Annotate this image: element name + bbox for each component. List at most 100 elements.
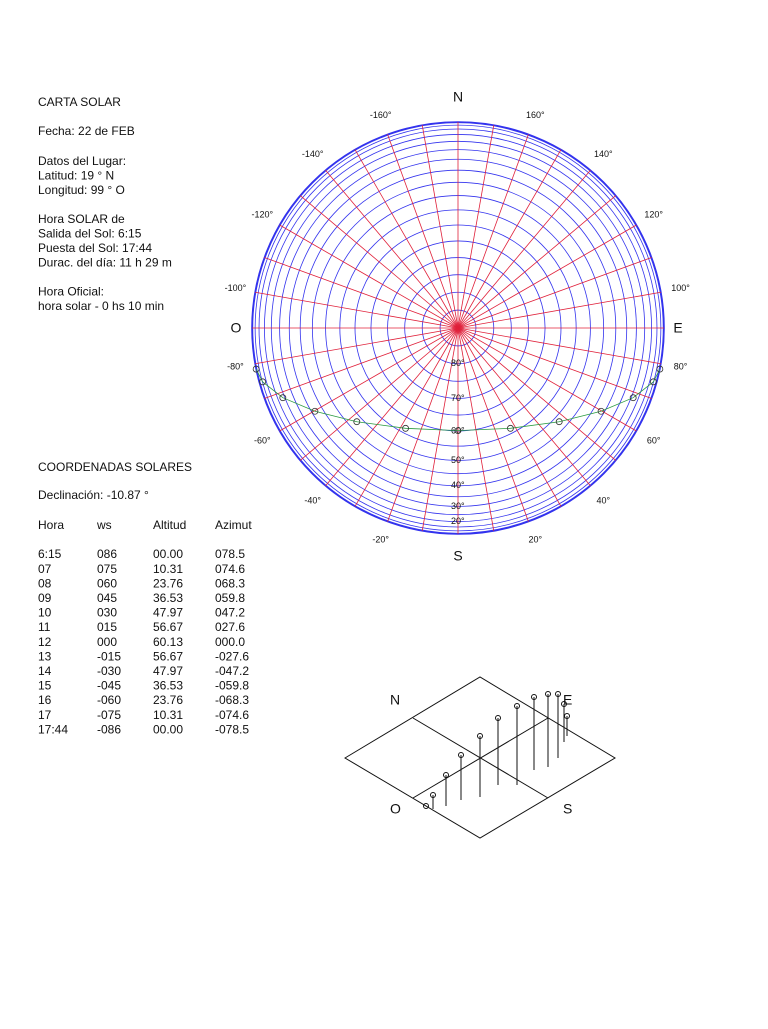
azimuth-label: -80° [227,362,244,372]
table-cell: -015 [97,649,121,663]
azimuth-line [279,224,459,329]
table-cell: 23.76 [153,576,183,590]
azimuth-label: 160° [526,110,545,120]
table-cell: 56.67 [153,620,183,634]
table-cell: 36.53 [153,679,183,693]
azimuth-line [457,169,591,329]
table-cell: -027.6 [215,649,249,663]
table-cell: 047.2 [215,606,245,620]
diagram-south: S [563,801,572,817]
table-cell: 027.6 [215,620,245,634]
sun-position [311,407,319,415]
azimuth-line [457,257,652,329]
sun-position [649,378,657,386]
diagram-north: N [390,692,400,708]
sun-path [255,368,661,431]
sun-position [597,407,605,415]
table-cell: 08 [38,576,52,590]
azimuth-line [457,327,617,461]
info-line: Longitud: 99 ° O [38,183,125,197]
azimuth-line [457,327,591,487]
table-cell: 086 [97,547,117,561]
table-cell: 60.13 [153,635,183,649]
sun-position [555,418,563,426]
azimuth-line [457,195,617,329]
diagram-west: O [390,801,401,817]
table-cell: 16 [38,693,52,707]
sun-position [629,394,637,402]
declinacion: Declinación: -10.87 ° [38,488,149,502]
table-cell: -086 [97,722,121,736]
azimuth-line [457,125,495,329]
azimuth-label: 20° [528,535,542,545]
sun-position [402,424,409,432]
azimuth-line [387,134,459,329]
table-cell: 10.31 [153,708,183,722]
altitude-label: 70° [451,393,465,403]
azimuth-line [457,291,661,329]
cardinal-label: O [231,320,242,336]
azimuth-line [299,327,459,461]
column-header: ws [96,518,112,532]
table-cell: 12 [38,635,52,649]
azimuth-line [264,257,459,329]
azimuth-line [255,327,459,365]
table-cell: 47.97 [153,664,183,678]
azimuth-label: 60° [647,435,661,445]
iso-diagram [344,676,616,839]
table-cell: -047.2 [215,664,249,678]
table-cell: 030 [97,606,117,620]
azimuth-line [299,195,459,329]
table-cell: -078.5 [215,722,249,736]
azimuth-line [457,327,637,432]
info-line: Salida del Sol: 6:15 [38,227,142,241]
table-cell: -060 [97,693,121,707]
table-cell: -075 [97,708,121,722]
table-cell: -059.8 [215,679,249,693]
azimuth-label: -160° [370,110,392,120]
table-cell: 56.67 [153,649,183,663]
sun-position [259,378,267,386]
azimuth-line [279,327,459,432]
azimuth-label: -20° [372,535,389,545]
table-cell: 10 [38,606,52,620]
sun-position [279,394,287,402]
azimuth-label: -140° [302,149,324,159]
table-cell: -030 [97,664,121,678]
table-cell: 00.00 [153,547,183,561]
table-cell: -068.3 [215,693,249,707]
azimuth-line [264,327,459,399]
section-title: COORDENADAS SOLARES [38,460,192,474]
table-cell: 015 [97,620,117,634]
table-cell: 000 [97,635,117,649]
azimuth-line [325,327,459,487]
column-header: Azimut [215,518,252,532]
column-header: Altitud [153,518,186,532]
azimuth-label: 80° [674,362,688,372]
sun-chart: 20° 40° 60° 80° 100° 120° 140° 160° -20° -40° -60°… [225,89,691,564]
sun-position [454,427,462,434]
table-cell: 07 [38,562,52,576]
altitude-label: 80° [451,358,465,368]
table-cell: 13 [38,649,52,663]
title: CARTA SOLAR [38,95,121,109]
table-cell: 075 [97,562,117,576]
table-cell: 060 [97,576,117,590]
info-line: Datos del Lugar: [38,154,126,168]
table-cell: 10.31 [153,562,183,576]
column-header: Hora [38,518,64,532]
info-line: Durac. del día: 11 h 29 m [38,256,172,270]
table-cell: -074.6 [215,708,249,722]
azimuth-label: -60° [254,435,271,445]
info-line: Hora Oficial: [38,285,104,299]
azimuth-label: -120° [251,209,273,219]
table-cell: 36.53 [153,591,183,605]
azimuth-label: -40° [304,496,321,506]
sun-position [507,424,514,432]
info-block: Datos del Lugar:Latitud: 19 ° NLongitud:… [38,154,172,313]
table-cell: 17:44 [38,722,68,736]
azimuth-label: -100° [225,283,247,293]
azimuth-line [457,327,562,507]
table-cell: 068.3 [215,576,245,590]
